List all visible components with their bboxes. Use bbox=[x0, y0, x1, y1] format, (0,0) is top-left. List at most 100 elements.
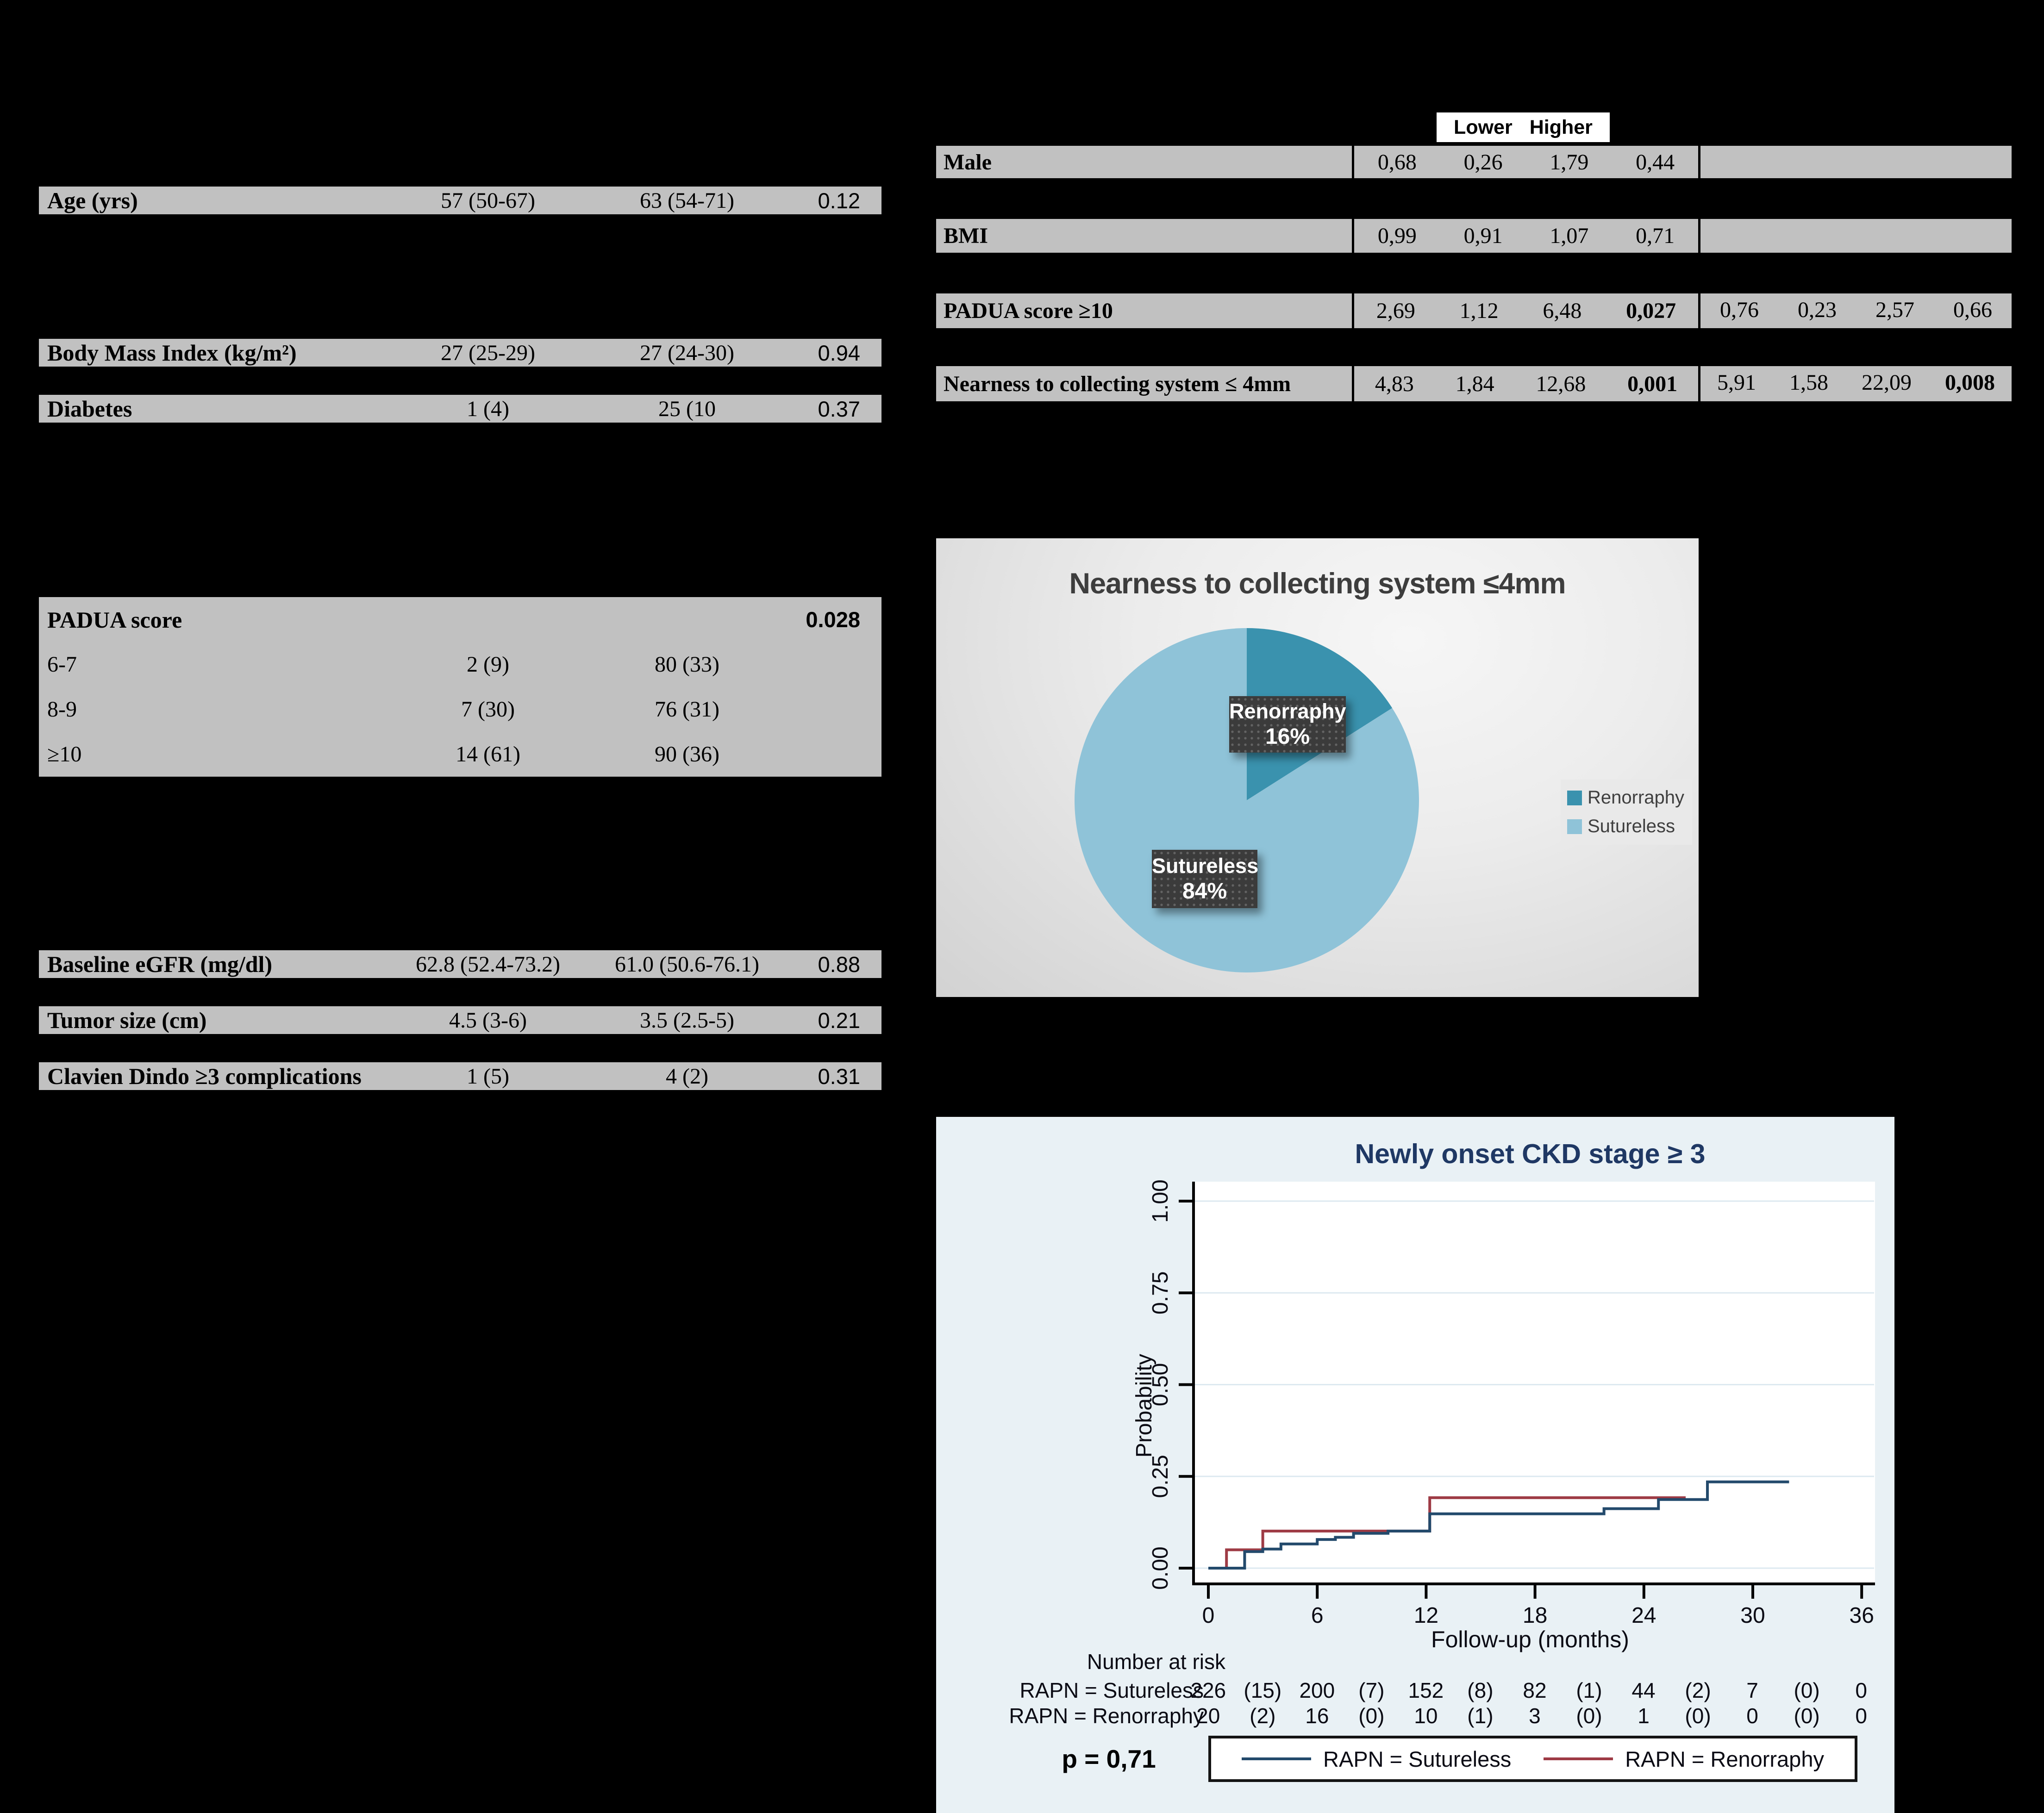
padua-header-row: PADUA score 0.028 bbox=[39, 597, 881, 642]
univariate-values: 0,99 0,91 1,07 0,71 bbox=[1352, 219, 1698, 253]
row-label: Nearness to collecting system ≤ 4mm bbox=[944, 371, 1291, 396]
or-row-padua: PADUA score ≥10 2,69 1,12 6,48 0,027 0,7… bbox=[936, 293, 2012, 328]
svg-text:0.00: 0.00 bbox=[1148, 1546, 1173, 1589]
row-label: Male bbox=[944, 150, 992, 174]
legend-item-renorraphy: RAPN = Renorraphy bbox=[1544, 1746, 1824, 1772]
km-y-axis-label: Probability bbox=[1132, 1353, 1156, 1458]
km-legend: RAPN = Sutureless RAPN = Renorraphy bbox=[1208, 1736, 1857, 1782]
padua-row-6-7: 6-7 2 (9) 80 (33) bbox=[39, 642, 881, 687]
legend-item-sutureless: Sutureless bbox=[1567, 816, 1692, 837]
multivariate-values: 0,76 0,23 2,57 0,66 bbox=[1698, 293, 2012, 328]
svg-text:36: 36 bbox=[1850, 1603, 1874, 1628]
row-pvalue: 0.88 bbox=[818, 952, 860, 977]
table-row-bmi: Body Mass Index (kg/m²) 27 (25-29) 27 (2… bbox=[39, 339, 881, 367]
risk-row-label-renorraphy: RAPN = Renorraphy bbox=[1009, 1704, 1204, 1728]
row-value-1: 14 (61) bbox=[456, 742, 520, 766]
svg-text:30: 30 bbox=[1740, 1603, 1765, 1628]
row-label: Body Mass Index (kg/m²) bbox=[47, 340, 297, 366]
svg-text:0.75: 0.75 bbox=[1148, 1271, 1173, 1315]
row-pvalue: 0.31 bbox=[818, 1064, 860, 1089]
risk-row-label-sutureless: RAPN = Sutureless bbox=[1019, 1678, 1204, 1702]
row-value-1: 1 (5) bbox=[467, 1064, 509, 1089]
multivariate-values: 5,91 1,58 22,09 0,008 bbox=[1698, 366, 2012, 401]
row-label: 8-9 bbox=[47, 697, 77, 722]
row-label: PADUA score bbox=[47, 606, 182, 633]
svg-text:0.50: 0.50 bbox=[1148, 1363, 1173, 1406]
km-plot: 0.00 0.25 0.50 0.75 1.00 0 6 12 18 24 30 36 bbox=[1148, 1179, 1875, 1628]
renorraphy-swatch-icon bbox=[1567, 790, 1582, 805]
svg-text:0: 0 bbox=[1202, 1603, 1215, 1628]
legend-item-renorraphy: Renorraphy bbox=[1567, 787, 1692, 808]
row-value-1: 27 (25-29) bbox=[441, 340, 535, 365]
univariate-values: 0,68 0,26 1,79 0,44 bbox=[1352, 146, 1698, 178]
or-row-bmi: BMI 0,99 0,91 1,07 0,71 bbox=[936, 219, 2012, 253]
row-label: PADUA score ≥10 bbox=[944, 299, 1113, 323]
table-block-padua-score: PADUA score 0.028 6-7 2 (9) 80 (33) 8-9 … bbox=[39, 597, 881, 777]
row-label: BMI bbox=[944, 224, 988, 248]
row-value-2: 25 (10 bbox=[658, 396, 716, 421]
row-value-2: 63 (54-71) bbox=[640, 188, 734, 213]
padua-row-ge10: ≥10 14 (61) 90 (36) bbox=[39, 732, 881, 777]
pie-data-label-renorraphy: Renorraphy 16% bbox=[1229, 696, 1346, 753]
row-value-1: 57 (50-67) bbox=[441, 188, 535, 213]
svg-text:18: 18 bbox=[1523, 1603, 1547, 1628]
pie-data-label-sutureless: Sutureless 84% bbox=[1152, 850, 1258, 908]
row-pvalue: 0.21 bbox=[818, 1008, 860, 1033]
row-value-2: 3.5 (2.5-5) bbox=[640, 1008, 734, 1033]
row-value-1: 2 (9) bbox=[467, 652, 509, 677]
table-row-diabetes: Diabetes 1 (4) 25 (10 0.37 bbox=[39, 395, 881, 423]
row-label: Diabetes bbox=[47, 396, 132, 422]
table-row-clavien-dindo: Clavien Dindo ≥3 complications 1 (5) 4 (… bbox=[39, 1062, 881, 1090]
table-row-age: Age (yrs) 57 (50-67) 63 (54-71) 0.12 bbox=[39, 187, 881, 214]
pie-chart bbox=[1074, 628, 1419, 972]
km-plot-panel: Newly onset CKD stage ≥ 3 0.00 0.25 0.50 0.… bbox=[936, 1117, 1894, 1813]
ci-higher-header: Higher bbox=[1529, 116, 1593, 138]
row-value-2: 80 (33) bbox=[655, 652, 719, 677]
multivariate-values bbox=[1698, 146, 2012, 178]
sutureless-line-icon bbox=[1242, 1757, 1312, 1760]
svg-text:6: 6 bbox=[1311, 1603, 1324, 1628]
km-x-axis-label: Follow-up (months) bbox=[1431, 1626, 1629, 1652]
km-plot-title: Newly onset CKD stage ≥ 3 bbox=[1355, 1139, 1706, 1169]
or-row-male: Male 0,68 0,26 1,79 0,44 bbox=[936, 146, 2012, 178]
univariate-values: 4,83 1,84 12,68 0,001 bbox=[1352, 366, 1698, 401]
multivariate-values bbox=[1698, 219, 2012, 253]
row-value-2: 76 (31) bbox=[655, 697, 719, 722]
row-label: 6-7 bbox=[47, 652, 77, 677]
pie-legend: Renorraphy Sutureless bbox=[1561, 779, 1692, 845]
row-value-1: 4.5 (3-6) bbox=[449, 1008, 527, 1033]
row-pvalue: 0.37 bbox=[818, 396, 860, 421]
row-value-2: 4 (2) bbox=[666, 1064, 708, 1089]
renorraphy-line-icon bbox=[1544, 1757, 1613, 1760]
row-pvalue: 0.12 bbox=[818, 188, 860, 213]
pie-chart-panel: Nearness to collecting system ≤4mm Renor… bbox=[936, 538, 1699, 997]
row-value-1: 62.8 (52.4-73.2) bbox=[416, 952, 560, 977]
svg-text:12: 12 bbox=[1414, 1603, 1438, 1628]
number-at-risk-title: Number at risk bbox=[1087, 1650, 1225, 1674]
risk-row-values-renorraphy: 20 (2) 16 (0) 10 (1) 3 (0) 1 (0) 0 (0) 0 bbox=[1196, 1704, 1867, 1728]
univariate-values: 2,69 1,12 6,48 0,027 bbox=[1352, 293, 1698, 328]
svg-text:1.00: 1.00 bbox=[1148, 1179, 1173, 1222]
row-value-1: 7 (30) bbox=[461, 697, 515, 722]
row-pvalue: 0.028 bbox=[806, 607, 860, 632]
row-label: Clavien Dindo ≥3 complications bbox=[47, 1063, 362, 1089]
risk-row-values-sutureless: 226 (15) 200 (7) 152 (8) 82 (1) 44 (2) 7… bbox=[1190, 1678, 1867, 1702]
row-label: Tumor size (cm) bbox=[47, 1007, 207, 1033]
svg-text:24: 24 bbox=[1631, 1603, 1656, 1628]
row-label: Baseline eGFR (mg/dl) bbox=[47, 951, 273, 977]
pie-chart-title: Nearness to collecting system ≤4mm bbox=[1069, 567, 1566, 600]
or-row-nearness: Nearness to collecting system ≤ 4mm 4,83… bbox=[936, 366, 2012, 401]
padua-row-8-9: 8-9 7 (30) 76 (31) bbox=[39, 687, 881, 732]
row-value-2: 27 (24-30) bbox=[640, 340, 734, 365]
row-value-1: 1 (4) bbox=[467, 396, 509, 421]
table-row-baseline-egfr: Baseline eGFR (mg/dl) 62.8 (52.4-73.2) 6… bbox=[39, 950, 881, 978]
row-value-2: 90 (36) bbox=[655, 742, 719, 766]
ci-lower-header: Lower bbox=[1454, 116, 1513, 138]
sutureless-swatch-icon bbox=[1567, 819, 1582, 834]
row-pvalue: 0.94 bbox=[818, 340, 860, 365]
row-value-2: 61.0 (50.6-76.1) bbox=[615, 952, 759, 977]
table-row-tumor-size: Tumor size (cm) 4.5 (3-6) 3.5 (2.5-5) 0.… bbox=[39, 1006, 881, 1034]
p-value: p = 0,71 bbox=[1062, 1744, 1156, 1773]
svg-text:0.25: 0.25 bbox=[1148, 1455, 1173, 1498]
